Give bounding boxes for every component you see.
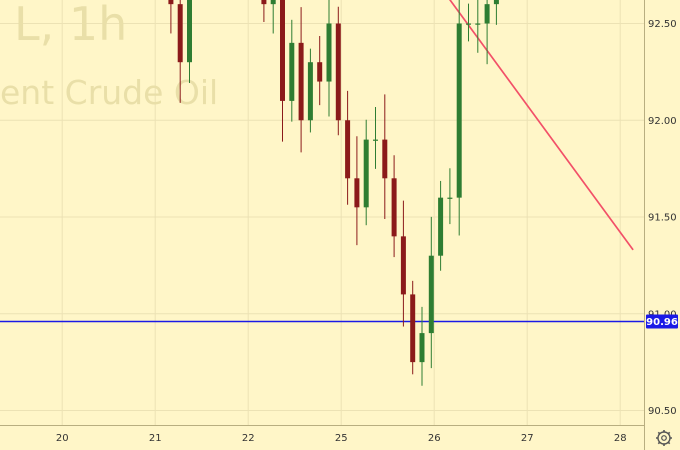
price-tags: 94.1092.7590.9693.17	[646, 314, 678, 329]
y-tick-label: 92.00	[648, 116, 677, 127]
x-tick-label: 20	[56, 433, 69, 444]
gridlines	[0, 0, 644, 425]
y-tick-label: 90.50	[648, 406, 677, 417]
level-price-tag: 90.96	[646, 317, 678, 328]
candle-body	[335, 23, 341, 121]
watermark: L, 1h ent Crude Oil	[0, 0, 218, 112]
candle-body	[466, 23, 471, 25]
candle-body	[456, 23, 462, 198]
candle-body	[428, 255, 434, 334]
candle-body	[400, 236, 406, 295]
x-tick-label: 21	[149, 433, 162, 444]
level-price-tag-bg	[646, 314, 678, 329]
candle-body	[391, 178, 397, 237]
candle-body	[475, 23, 481, 25]
y-tick-label: 92.50	[648, 19, 677, 30]
candle-body	[177, 4, 183, 63]
x-tick-label: 22	[242, 433, 255, 444]
watermark-name: ent Crude Oil	[0, 73, 218, 112]
candle-body	[373, 139, 378, 141]
candle-body	[168, 0, 174, 5]
candle-body	[438, 197, 444, 256]
candle-body	[289, 42, 295, 101]
candle-body	[484, 4, 490, 24]
trendlines	[449, 0, 634, 251]
x-tick-label: 25	[335, 433, 348, 444]
candle-body	[354, 178, 360, 208]
candle-body	[363, 139, 369, 208]
y-tick-label: 91.50	[648, 213, 677, 224]
candle-body	[317, 62, 323, 82]
gear-icon[interactable]	[656, 430, 672, 446]
candle-body	[270, 0, 276, 5]
candle-body	[261, 0, 267, 5]
candle-body	[410, 294, 416, 363]
candle-body	[447, 197, 453, 199]
candle-body	[298, 42, 304, 121]
candle-body	[493, 0, 499, 5]
trendline-resistance	[449, 0, 634, 251]
x-tick-label: 27	[521, 433, 534, 444]
x-tick-label: 28	[614, 433, 627, 444]
x-tick-label: 26	[428, 433, 441, 444]
candle-body	[307, 62, 313, 121]
candle-body	[345, 120, 351, 179]
candles	[168, 0, 499, 386]
candle-body	[187, 0, 192, 63]
candle-body	[280, 0, 285, 101]
candle-body	[419, 333, 425, 363]
levels	[0, 320, 644, 323]
watermark-symbol: L, 1h	[14, 0, 127, 51]
candle-body	[382, 139, 388, 179]
candle-body	[326, 23, 332, 82]
